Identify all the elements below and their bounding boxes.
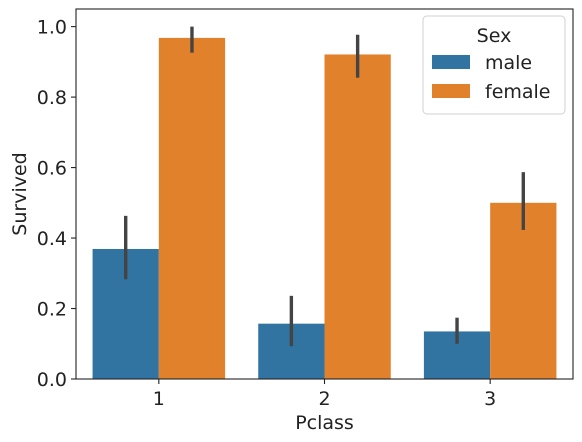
x-tick-label: 1 <box>153 388 165 410</box>
y-tick-label: 0.8 <box>37 87 67 109</box>
x-tick-label: 2 <box>318 388 330 410</box>
x-axis-label: Pclass <box>295 412 354 434</box>
y-tick-label: 0.6 <box>37 158 67 180</box>
bar-female-pclass-3 <box>490 202 557 379</box>
bar-female-pclass-2 <box>324 54 391 379</box>
bar-female-pclass-1 <box>158 37 226 380</box>
x-tick-label: 3 <box>484 388 496 410</box>
bars-layer <box>92 37 557 380</box>
legend-entries: male female <box>432 52 551 103</box>
y-tick-label: 0.2 <box>37 299 67 321</box>
legend: Sex male female <box>422 15 566 115</box>
legend-swatch-male <box>432 55 470 69</box>
y-axis-ticks: 0.0 0.2 0.4 0.6 0.8 1.0 <box>37 17 76 391</box>
y-tick-label: 0.0 <box>37 369 67 391</box>
legend-title: Sex <box>477 25 512 47</box>
y-axis-label: Survived <box>9 152 31 235</box>
legend-label-male: male <box>485 52 532 74</box>
error-bars-layer <box>123 26 525 347</box>
y-tick-label: 1.0 <box>37 17 67 39</box>
legend-label-female: female <box>485 81 551 103</box>
legend-swatch-female <box>432 84 470 98</box>
y-tick-label: 0.4 <box>37 228 67 250</box>
x-axis-ticks: 1 2 3 <box>153 379 496 410</box>
